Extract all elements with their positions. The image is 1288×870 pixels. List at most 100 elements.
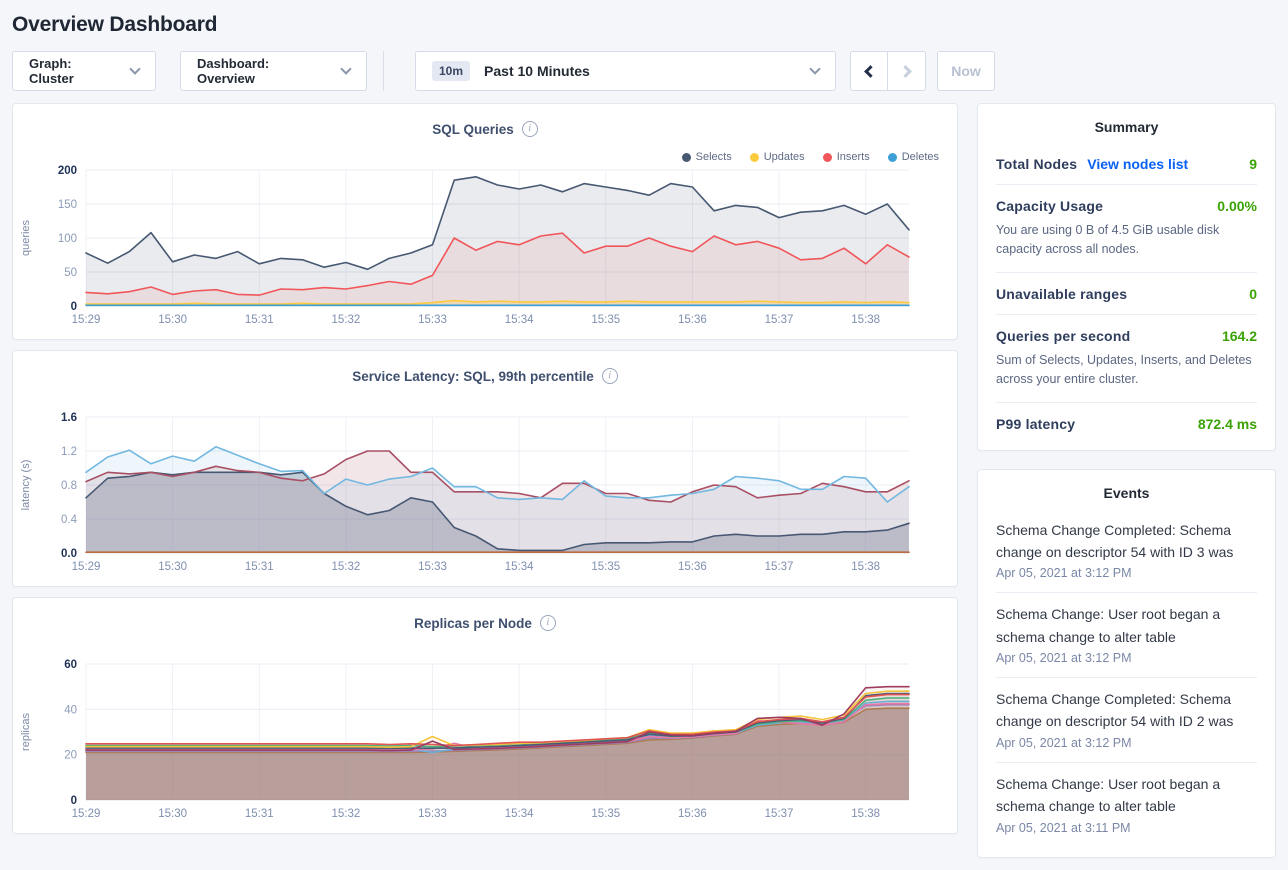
- legend-label: Inserts: [836, 151, 870, 163]
- chart-legend: Selects Updates Inserts Deletes: [681, 151, 939, 163]
- event-item: Schema Change Completed: Schema change o…: [996, 677, 1257, 762]
- graph-dropdown[interactable]: Graph: Cluster: [12, 51, 156, 91]
- summary-label: Total Nodes: [996, 156, 1078, 172]
- time-range-label: Past 10 Minutes: [484, 63, 590, 79]
- events-title: Events: [1103, 484, 1150, 501]
- summary-description: Sum of Selects, Updates, Inserts, and De…: [996, 352, 1252, 387]
- svg-text:15:31: 15:31: [245, 808, 274, 820]
- sql-queries-chart-panel: SQL Queries i Selects Updates Inserts Delet…: [12, 103, 958, 340]
- graph-dropdown-label: Graph: Cluster: [29, 56, 74, 86]
- svg-text:1.6: 1.6: [61, 412, 77, 424]
- replicas-per-node-chart-panel: Replicas per Node i 0 20 40 60 15:29 15:30 15:…: [12, 597, 958, 834]
- svg-text:15:30: 15:30: [158, 314, 187, 326]
- summary-description: You are using 0 B of 4.5 GiB usable disk…: [996, 223, 1220, 257]
- toolbar: Graph: Cluster Dashboard: Overview 10m P…: [0, 41, 1288, 91]
- svg-text:replicas: replicas: [20, 713, 32, 751]
- svg-text:15:32: 15:32: [332, 314, 361, 326]
- svg-text:15:37: 15:37: [765, 314, 794, 326]
- service-latency-chart-panel: Service Latency: SQL, 99th percentile i …: [12, 350, 958, 587]
- svg-text:15:36: 15:36: [678, 808, 707, 820]
- view-nodes-list-link[interactable]: View nodes list: [1087, 156, 1189, 172]
- summary-row: P99 latency 872.4 ms: [996, 401, 1257, 444]
- svg-text:15:29: 15:29: [72, 808, 101, 820]
- svg-text:queries: queries: [20, 219, 32, 256]
- legend-item-inserts[interactable]: Inserts: [822, 151, 870, 163]
- info-icon[interactable]: i: [601, 368, 618, 384]
- svg-text:15:32: 15:32: [332, 561, 361, 573]
- svg-text:0.8: 0.8: [61, 480, 77, 492]
- svg-text:15:36: 15:36: [678, 314, 707, 326]
- summary-label: Queries per second: [996, 327, 1131, 344]
- svg-text:100: 100: [58, 233, 77, 245]
- info-icon[interactable]: i: [521, 121, 538, 137]
- info-icon[interactable]: i: [539, 615, 556, 631]
- svg-text:15:32: 15:32: [332, 808, 361, 820]
- events-panel: Events Schema Change Completed: Schema c…: [977, 468, 1276, 858]
- summary-row: Capacity Usage 0.00% You are using 0 B of …: [996, 184, 1257, 272]
- legend-item-selects[interactable]: Selects: [681, 151, 732, 163]
- svg-text:0: 0: [71, 795, 77, 807]
- svg-text:15:31: 15:31: [245, 561, 274, 573]
- event-item: Schema Change: User root began a schema …: [996, 592, 1257, 677]
- time-range-selector[interactable]: 10m Past 10 Minutes: [415, 51, 836, 91]
- svg-text:150: 150: [58, 199, 77, 211]
- svg-text:15:30: 15:30: [158, 561, 187, 573]
- summary-value: 9: [1249, 156, 1257, 172]
- svg-text:15:37: 15:37: [765, 808, 794, 820]
- time-range-badge: 10m: [432, 61, 471, 81]
- event-text: Schema Change: User root began a schema …: [996, 775, 1221, 815]
- svg-text:15:38: 15:38: [851, 314, 880, 326]
- summary-panel: Summary Total Nodes View nodes list 9 Capac…: [977, 103, 1276, 451]
- chart-plot-area[interactable]: 0.0 0.4 0.8 1.2 1.6 15:29 15:30 15:31 15:32 15:33…: [13, 407, 957, 581]
- summary-label: Unavailable ranges: [996, 285, 1128, 302]
- event-timestamp: Apr 05, 2021 at 3:11 PM: [996, 820, 1131, 835]
- chevron-right-icon: [898, 64, 912, 78]
- legend-item-deletes[interactable]: Deletes: [887, 151, 939, 163]
- event-text: Schema Change Completed: Schema change o…: [996, 691, 1234, 730]
- svg-text:15:36: 15:36: [678, 561, 707, 573]
- svg-text:15:29: 15:29: [72, 561, 101, 573]
- chart-plot-area[interactable]: 0 50 100 150 200 15:29 15:30 15:31 15:32 15:33 15:…: [13, 160, 957, 334]
- svg-text:15:34: 15:34: [505, 808, 534, 820]
- svg-text:20: 20: [64, 750, 77, 762]
- svg-text:15:34: 15:34: [505, 561, 534, 573]
- chevron-down-icon: [809, 63, 821, 75]
- time-next-button[interactable]: [888, 51, 926, 91]
- now-button[interactable]: Now: [937, 51, 995, 91]
- summary-row: Total Nodes View nodes list 9: [996, 143, 1257, 184]
- svg-text:40: 40: [64, 704, 77, 716]
- dashboard-dropdown[interactable]: Dashboard: Overview: [180, 51, 367, 91]
- time-prev-button[interactable]: [850, 51, 888, 91]
- event-text: Schema Change Completed: Schema change o…: [996, 521, 1234, 560]
- svg-text:50: 50: [64, 267, 77, 279]
- svg-text:15:37: 15:37: [765, 561, 794, 573]
- summary-value: 872.4 ms: [1197, 415, 1257, 432]
- svg-text:15:33: 15:33: [418, 808, 447, 820]
- legend-dot: [887, 152, 897, 162]
- main-content: SQL Queries i Selects Updates Inserts Delet…: [0, 91, 1288, 870]
- legend-dot: [681, 152, 691, 162]
- svg-text:15:35: 15:35: [591, 314, 620, 326]
- svg-text:200: 200: [58, 165, 77, 177]
- svg-text:15:38: 15:38: [851, 561, 880, 573]
- svg-text:15:33: 15:33: [418, 561, 447, 573]
- svg-text:1.2: 1.2: [61, 446, 77, 458]
- legend-item-updates[interactable]: Updates: [749, 151, 805, 163]
- legend-dot: [749, 152, 759, 162]
- chart-title: SQL Queries: [432, 121, 514, 137]
- legend-dot: [822, 152, 832, 162]
- svg-text:15:35: 15:35: [591, 561, 620, 573]
- summary-value: 0: [1249, 285, 1257, 302]
- summary-label: Capacity Usage: [996, 198, 1104, 214]
- svg-text:15:30: 15:30: [158, 808, 187, 820]
- summary-row: Queries per second 164.2 Sum of Selects, U…: [996, 313, 1257, 402]
- event-timestamp: Apr 05, 2021 at 3:12 PM: [996, 735, 1132, 750]
- summary-title: Summary: [1094, 119, 1159, 135]
- summary-label: P99 latency: [996, 415, 1076, 432]
- event-timestamp: Apr 05, 2021 at 3:12 PM: [996, 651, 1132, 666]
- chevron-left-icon: [864, 64, 877, 78]
- chart-title: Replicas per Node: [414, 615, 532, 631]
- chevron-down-icon: [129, 63, 141, 75]
- chart-plot-area[interactable]: 0 20 40 60 15:29 15:30 15:31 15:32 15:33 15:34 15:…: [13, 654, 957, 828]
- page-title: Overview Dashboard: [12, 13, 218, 36]
